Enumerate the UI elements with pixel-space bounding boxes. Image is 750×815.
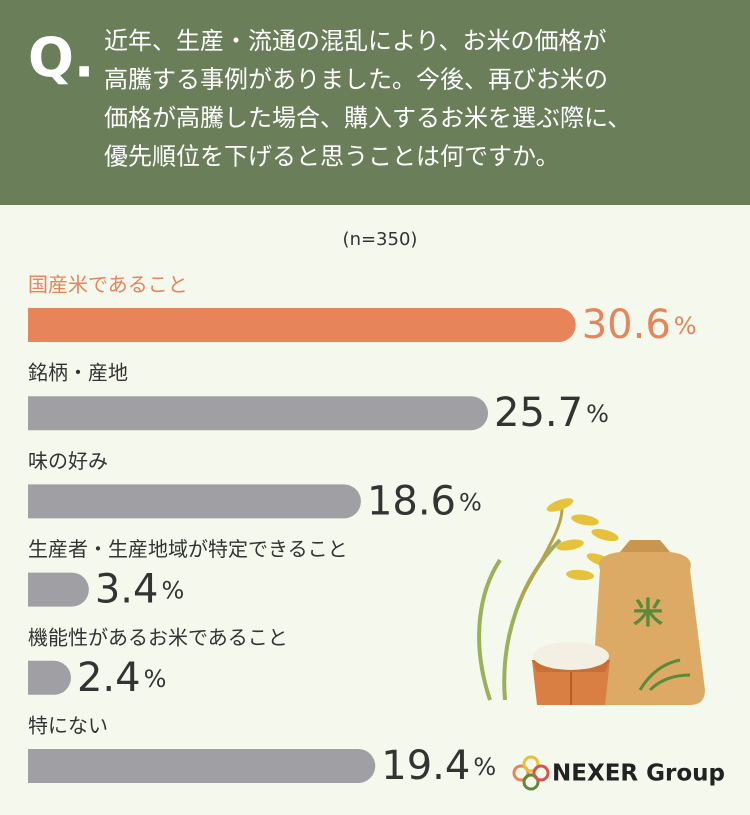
category-label: 国産米であること: [28, 273, 188, 297]
category-label: 味の好み: [28, 449, 108, 473]
title-line: 高騰する事例がありました。今後、再びお米の: [104, 66, 608, 94]
illustration: 米: [477, 498, 705, 705]
bar: [28, 572, 89, 607]
bag-label: 米: [633, 597, 663, 632]
category-label: 特にない: [28, 714, 108, 738]
title-line: 近年、生産・流通の混乱により、お米の価格が: [104, 27, 607, 55]
bar: [28, 396, 489, 431]
title-line: 価格が高騰した場合、購入するお米を選ぶ際に、: [104, 104, 631, 132]
category-label: 機能性があるお米であること: [28, 625, 288, 649]
bar: [28, 484, 361, 519]
value-label: 25.7%: [494, 390, 609, 436]
q-mark: Q.: [28, 27, 94, 90]
value-label: 19.4%: [381, 743, 496, 789]
header: [0, 0, 750, 205]
value-label: 18.6%: [367, 478, 482, 524]
logo-text: NEXER Group: [552, 761, 725, 787]
category-label: 銘柄・産地: [28, 361, 128, 385]
subtitle: (n=350): [343, 229, 418, 250]
logo: NEXER Group: [512, 755, 725, 791]
bar: [28, 749, 376, 783]
category-label: 生産者・生産地域が特定できること: [28, 537, 348, 561]
bars: 国産米であること 30.6 % 銘柄・産地 25.7 % 味の好み 18.6 % 生産者・生産地域…: [28, 273, 697, 789]
bar: [28, 660, 71, 695]
bar: [28, 308, 576, 342]
value-label: 30.6%: [582, 302, 697, 348]
title-line: 優先順位を下げると思うことは何ですか。: [104, 143, 560, 171]
value-label: 3.4%: [95, 567, 184, 613]
value-label: 2.4%: [77, 655, 166, 701]
title: 近年、生産・流通の混乱により、お米の価格が高騰する事例がありました。今後、再びお…: [104, 27, 631, 171]
